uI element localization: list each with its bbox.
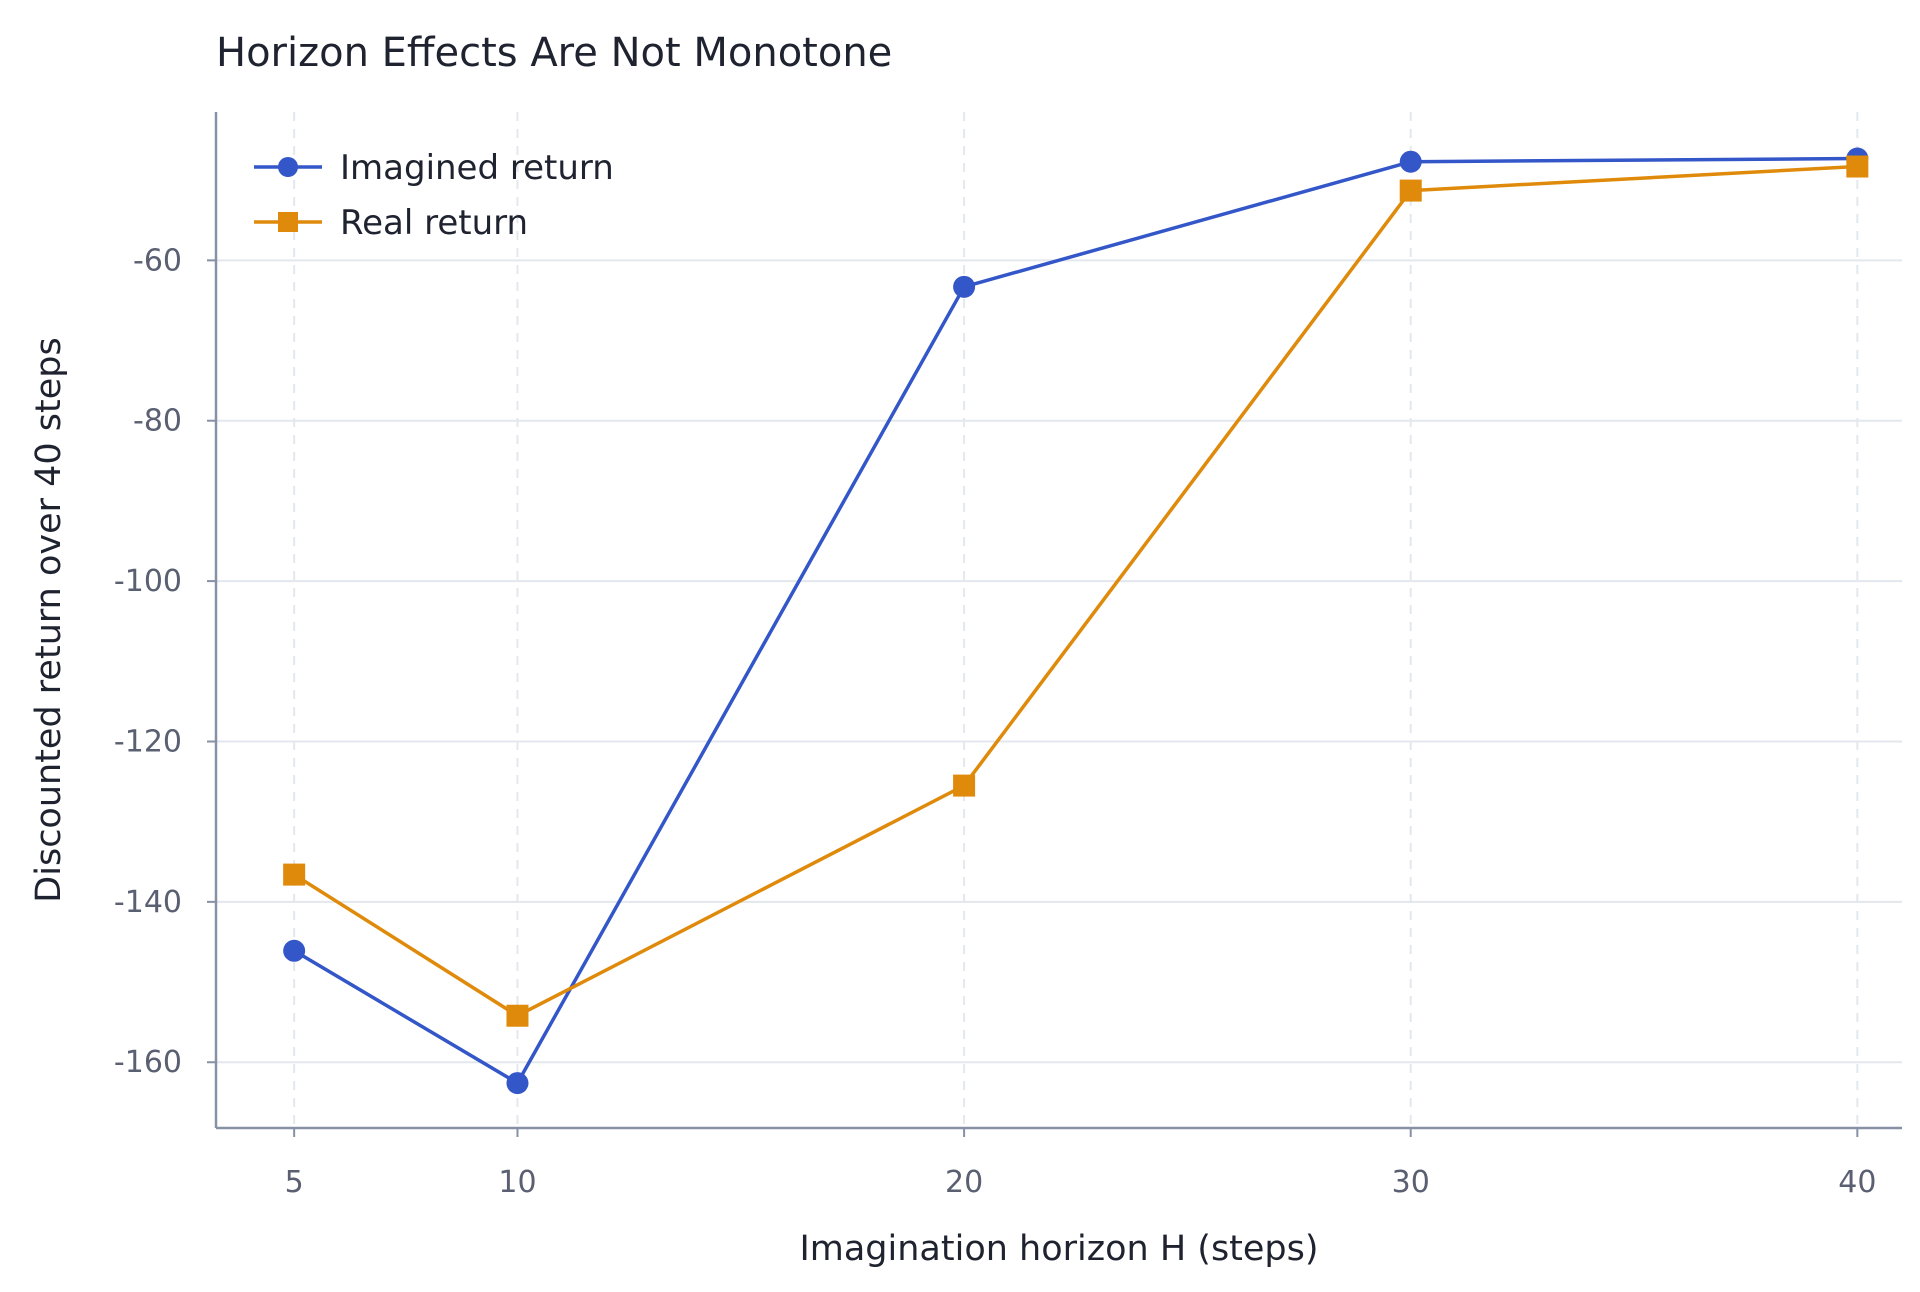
- grid: [216, 112, 1902, 1128]
- y-axis-title: Discounted return over 40 steps: [29, 337, 69, 902]
- data-point-imagined-return: [283, 939, 306, 962]
- series-layer: [283, 147, 1869, 1095]
- legend-label-imagined-return: Imagined return: [340, 148, 614, 188]
- legend: Imagined return Real return: [254, 148, 614, 243]
- y-tick-label: -80: [133, 404, 182, 439]
- data-point-real-return: [1399, 179, 1422, 202]
- legend-marker-imagined-return: [278, 157, 298, 177]
- series-line-imagined-return: [293, 156, 1858, 1085]
- y-tick-label: -140: [114, 885, 182, 920]
- data-point-imagined-return: [1399, 150, 1422, 173]
- chart-title: Horizon Effects Are Not Monotone: [216, 30, 892, 76]
- x-ticks: 5 10 20 30 40: [285, 1128, 1876, 1200]
- x-tick-label: 5: [285, 1165, 304, 1200]
- data-point-real-return: [953, 774, 976, 797]
- legend-marker-real-return: [278, 212, 298, 232]
- y-tick-label: -120: [114, 724, 182, 759]
- legend-label-real-return: Real return: [340, 203, 528, 243]
- data-point-imagined-return: [506, 1072, 529, 1095]
- y-ticks: -60 -80 -100 -120 -140 -160: [114, 243, 216, 1080]
- data-point-real-return: [283, 863, 306, 886]
- data-point-real-return: [1846, 155, 1869, 178]
- y-tick-label: -60: [133, 243, 182, 278]
- series-imagined-return: [283, 147, 1869, 1095]
- axes: [214, 112, 1902, 1130]
- x-tick-label: 20: [945, 1165, 983, 1200]
- y-tick-label: -160: [114, 1045, 182, 1080]
- x-tick-label: 10: [498, 1165, 536, 1200]
- y-tick-label: -100: [114, 564, 182, 599]
- x-axis-title: Imagination horizon H (steps): [799, 1229, 1318, 1269]
- series-real-return: [283, 155, 1869, 1027]
- series-line-real-return: [293, 164, 1858, 1018]
- data-point-imagined-return: [953, 275, 976, 298]
- x-tick-label: 40: [1838, 1165, 1876, 1200]
- data-point-real-return: [506, 1004, 529, 1027]
- x-tick-label: 30: [1392, 1165, 1430, 1200]
